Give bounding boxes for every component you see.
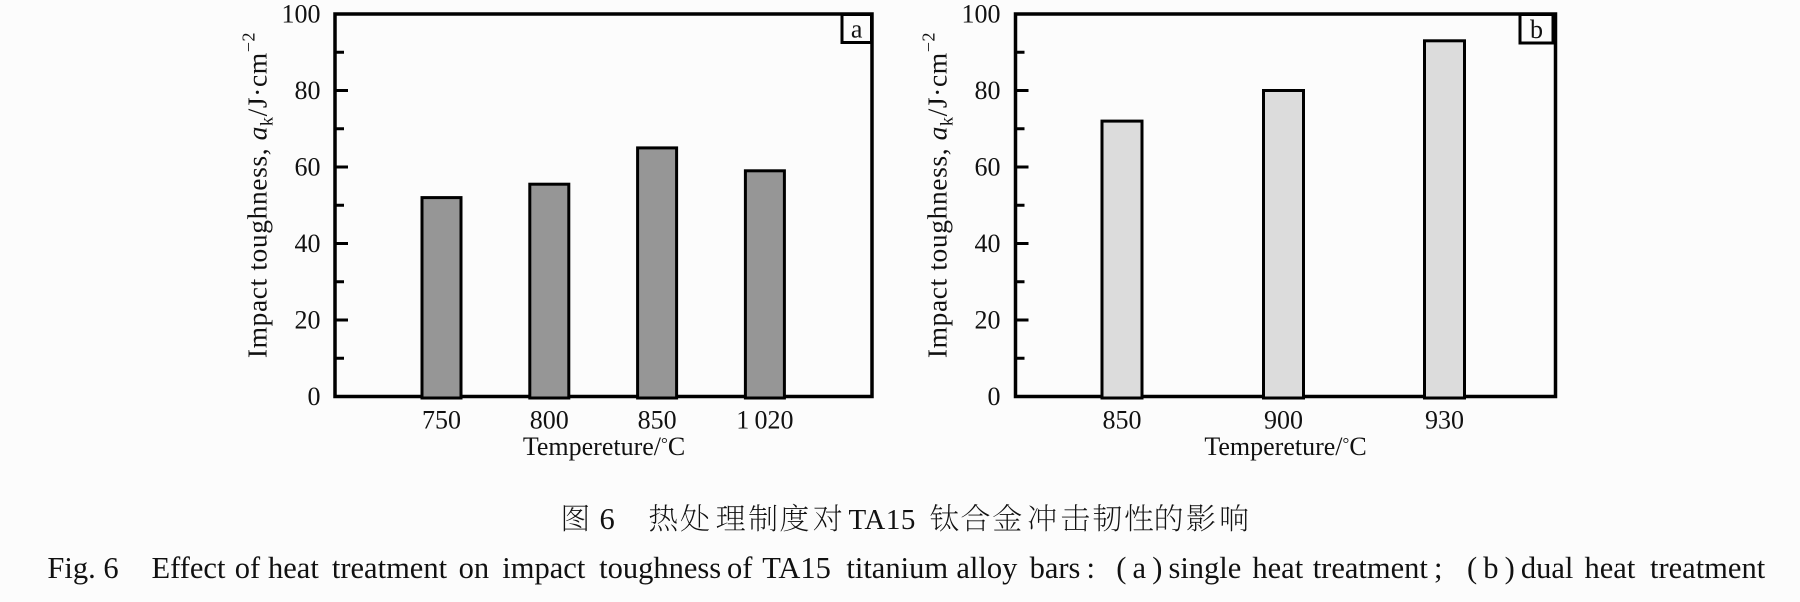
svg-text:100: 100 bbox=[962, 0, 1001, 29]
svg-text:Impact toughness, ak/J·cm−2: Impact toughness, ak/J·cm−2 bbox=[919, 32, 957, 358]
svg-text:850: 850 bbox=[1103, 406, 1142, 435]
svg-text:40: 40 bbox=[295, 229, 321, 258]
svg-text:750: 750 bbox=[422, 406, 461, 435]
svg-text:Tempereture/°C: Tempereture/°C bbox=[523, 432, 685, 461]
svg-text:40: 40 bbox=[975, 229, 1001, 258]
svg-text:900: 900 bbox=[1264, 406, 1303, 435]
svg-text:20: 20 bbox=[975, 306, 1001, 335]
svg-text:800: 800 bbox=[530, 406, 569, 435]
svg-text:80: 80 bbox=[295, 76, 321, 105]
svg-text:0: 0 bbox=[988, 382, 1001, 411]
svg-text:100: 100 bbox=[282, 0, 321, 29]
svg-text:60: 60 bbox=[975, 153, 1001, 182]
svg-text:a: a bbox=[851, 15, 863, 44]
svg-text:b: b bbox=[1530, 15, 1543, 44]
svg-text:1 020: 1 020 bbox=[736, 406, 793, 435]
svg-text:Tempereture/°C: Tempereture/°C bbox=[1204, 432, 1366, 461]
svg-text:80: 80 bbox=[975, 76, 1001, 105]
svg-text:Impact toughness, ak/J·cm−2: Impact toughness, ak/J·cm−2 bbox=[239, 32, 277, 358]
svg-text:6: 6 bbox=[600, 502, 615, 536]
svg-text:850: 850 bbox=[638, 406, 677, 435]
svg-text:930: 930 bbox=[1425, 406, 1464, 435]
svg-text:0: 0 bbox=[308, 382, 321, 411]
svg-text:TA15: TA15 bbox=[849, 504, 916, 536]
svg-text:60: 60 bbox=[295, 153, 321, 182]
svg-text:20: 20 bbox=[295, 306, 321, 335]
